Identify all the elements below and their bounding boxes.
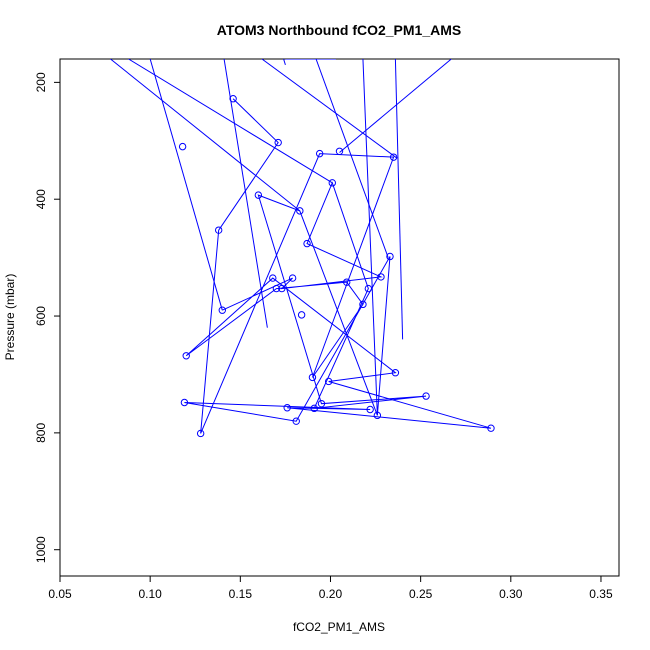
series-segment bbox=[149, 59, 223, 311]
series-segment bbox=[394, 59, 404, 340]
x-tick-label: 0.25 bbox=[409, 587, 433, 601]
data-point bbox=[254, 191, 263, 199]
data-point bbox=[218, 306, 226, 314]
data-point bbox=[373, 411, 382, 420]
x-axis: 0.05 0.10 0.15 0.20 0.25 0.30 0.35 bbox=[48, 576, 613, 601]
data-point bbox=[292, 417, 300, 425]
y-tick-label: 400 bbox=[34, 189, 48, 209]
series-segment bbox=[362, 59, 378, 416]
data-point bbox=[364, 284, 373, 293]
series-segment bbox=[339, 59, 452, 153]
x-tick-label: 0.10 bbox=[138, 587, 162, 601]
series-line bbox=[184, 98, 492, 434]
data-point bbox=[288, 274, 297, 282]
data-point bbox=[324, 377, 333, 386]
data-point bbox=[422, 392, 430, 400]
data-point bbox=[359, 300, 367, 309]
data-point bbox=[391, 369, 400, 377]
data-point bbox=[269, 274, 277, 282]
data-point bbox=[386, 252, 394, 261]
data-point bbox=[366, 405, 374, 414]
data-point bbox=[317, 399, 326, 408]
data-point bbox=[315, 149, 324, 158]
data-point bbox=[283, 404, 291, 412]
data-point bbox=[335, 147, 344, 156]
x-tick-label: 0.15 bbox=[229, 587, 253, 601]
data-point bbox=[180, 398, 189, 407]
data-point bbox=[274, 138, 282, 147]
data-point bbox=[303, 239, 311, 248]
data-point bbox=[214, 226, 223, 234]
series-segment bbox=[261, 59, 398, 159]
data-point bbox=[178, 142, 187, 151]
y-tick-label: 200 bbox=[34, 72, 48, 92]
x-tick-label: 0.20 bbox=[319, 587, 343, 601]
plot-area bbox=[110, 59, 495, 438]
series-segment bbox=[223, 59, 268, 328]
data-point bbox=[389, 153, 398, 161]
data-point bbox=[182, 352, 190, 360]
y-tick-label: 800 bbox=[34, 423, 48, 443]
y-tick-label: 1000 bbox=[34, 536, 48, 563]
data-point bbox=[272, 284, 281, 293]
data-point bbox=[343, 278, 351, 286]
data-point bbox=[196, 429, 205, 438]
series-segment bbox=[315, 59, 389, 258]
data-point bbox=[296, 207, 304, 215]
data-point bbox=[487, 424, 495, 432]
x-tick-label: 0.35 bbox=[589, 587, 613, 601]
series-segment bbox=[283, 59, 286, 65]
data-point bbox=[297, 311, 306, 319]
x-tick-label: 0.05 bbox=[48, 587, 72, 601]
y-tick-label: 600 bbox=[34, 306, 48, 326]
series-segment bbox=[128, 59, 333, 184]
x-tick-label: 0.30 bbox=[499, 587, 523, 601]
data-point bbox=[229, 95, 237, 103]
chart-title: ATOM3 Northbound fCO2_PM1_AMS bbox=[217, 22, 462, 38]
series-segment bbox=[110, 59, 301, 212]
data-point bbox=[377, 273, 385, 281]
y-axis: 200 400 600 800 1000 bbox=[34, 72, 60, 563]
data-point bbox=[308, 373, 317, 382]
plot-frame bbox=[59, 58, 620, 577]
y-axis-label: Pressure (mbar) bbox=[3, 274, 17, 361]
x-axis-label: fCO2_PM1_AMS bbox=[293, 620, 385, 634]
data-point bbox=[328, 179, 336, 187]
data-point bbox=[278, 284, 286, 293]
data-point bbox=[310, 404, 318, 413]
